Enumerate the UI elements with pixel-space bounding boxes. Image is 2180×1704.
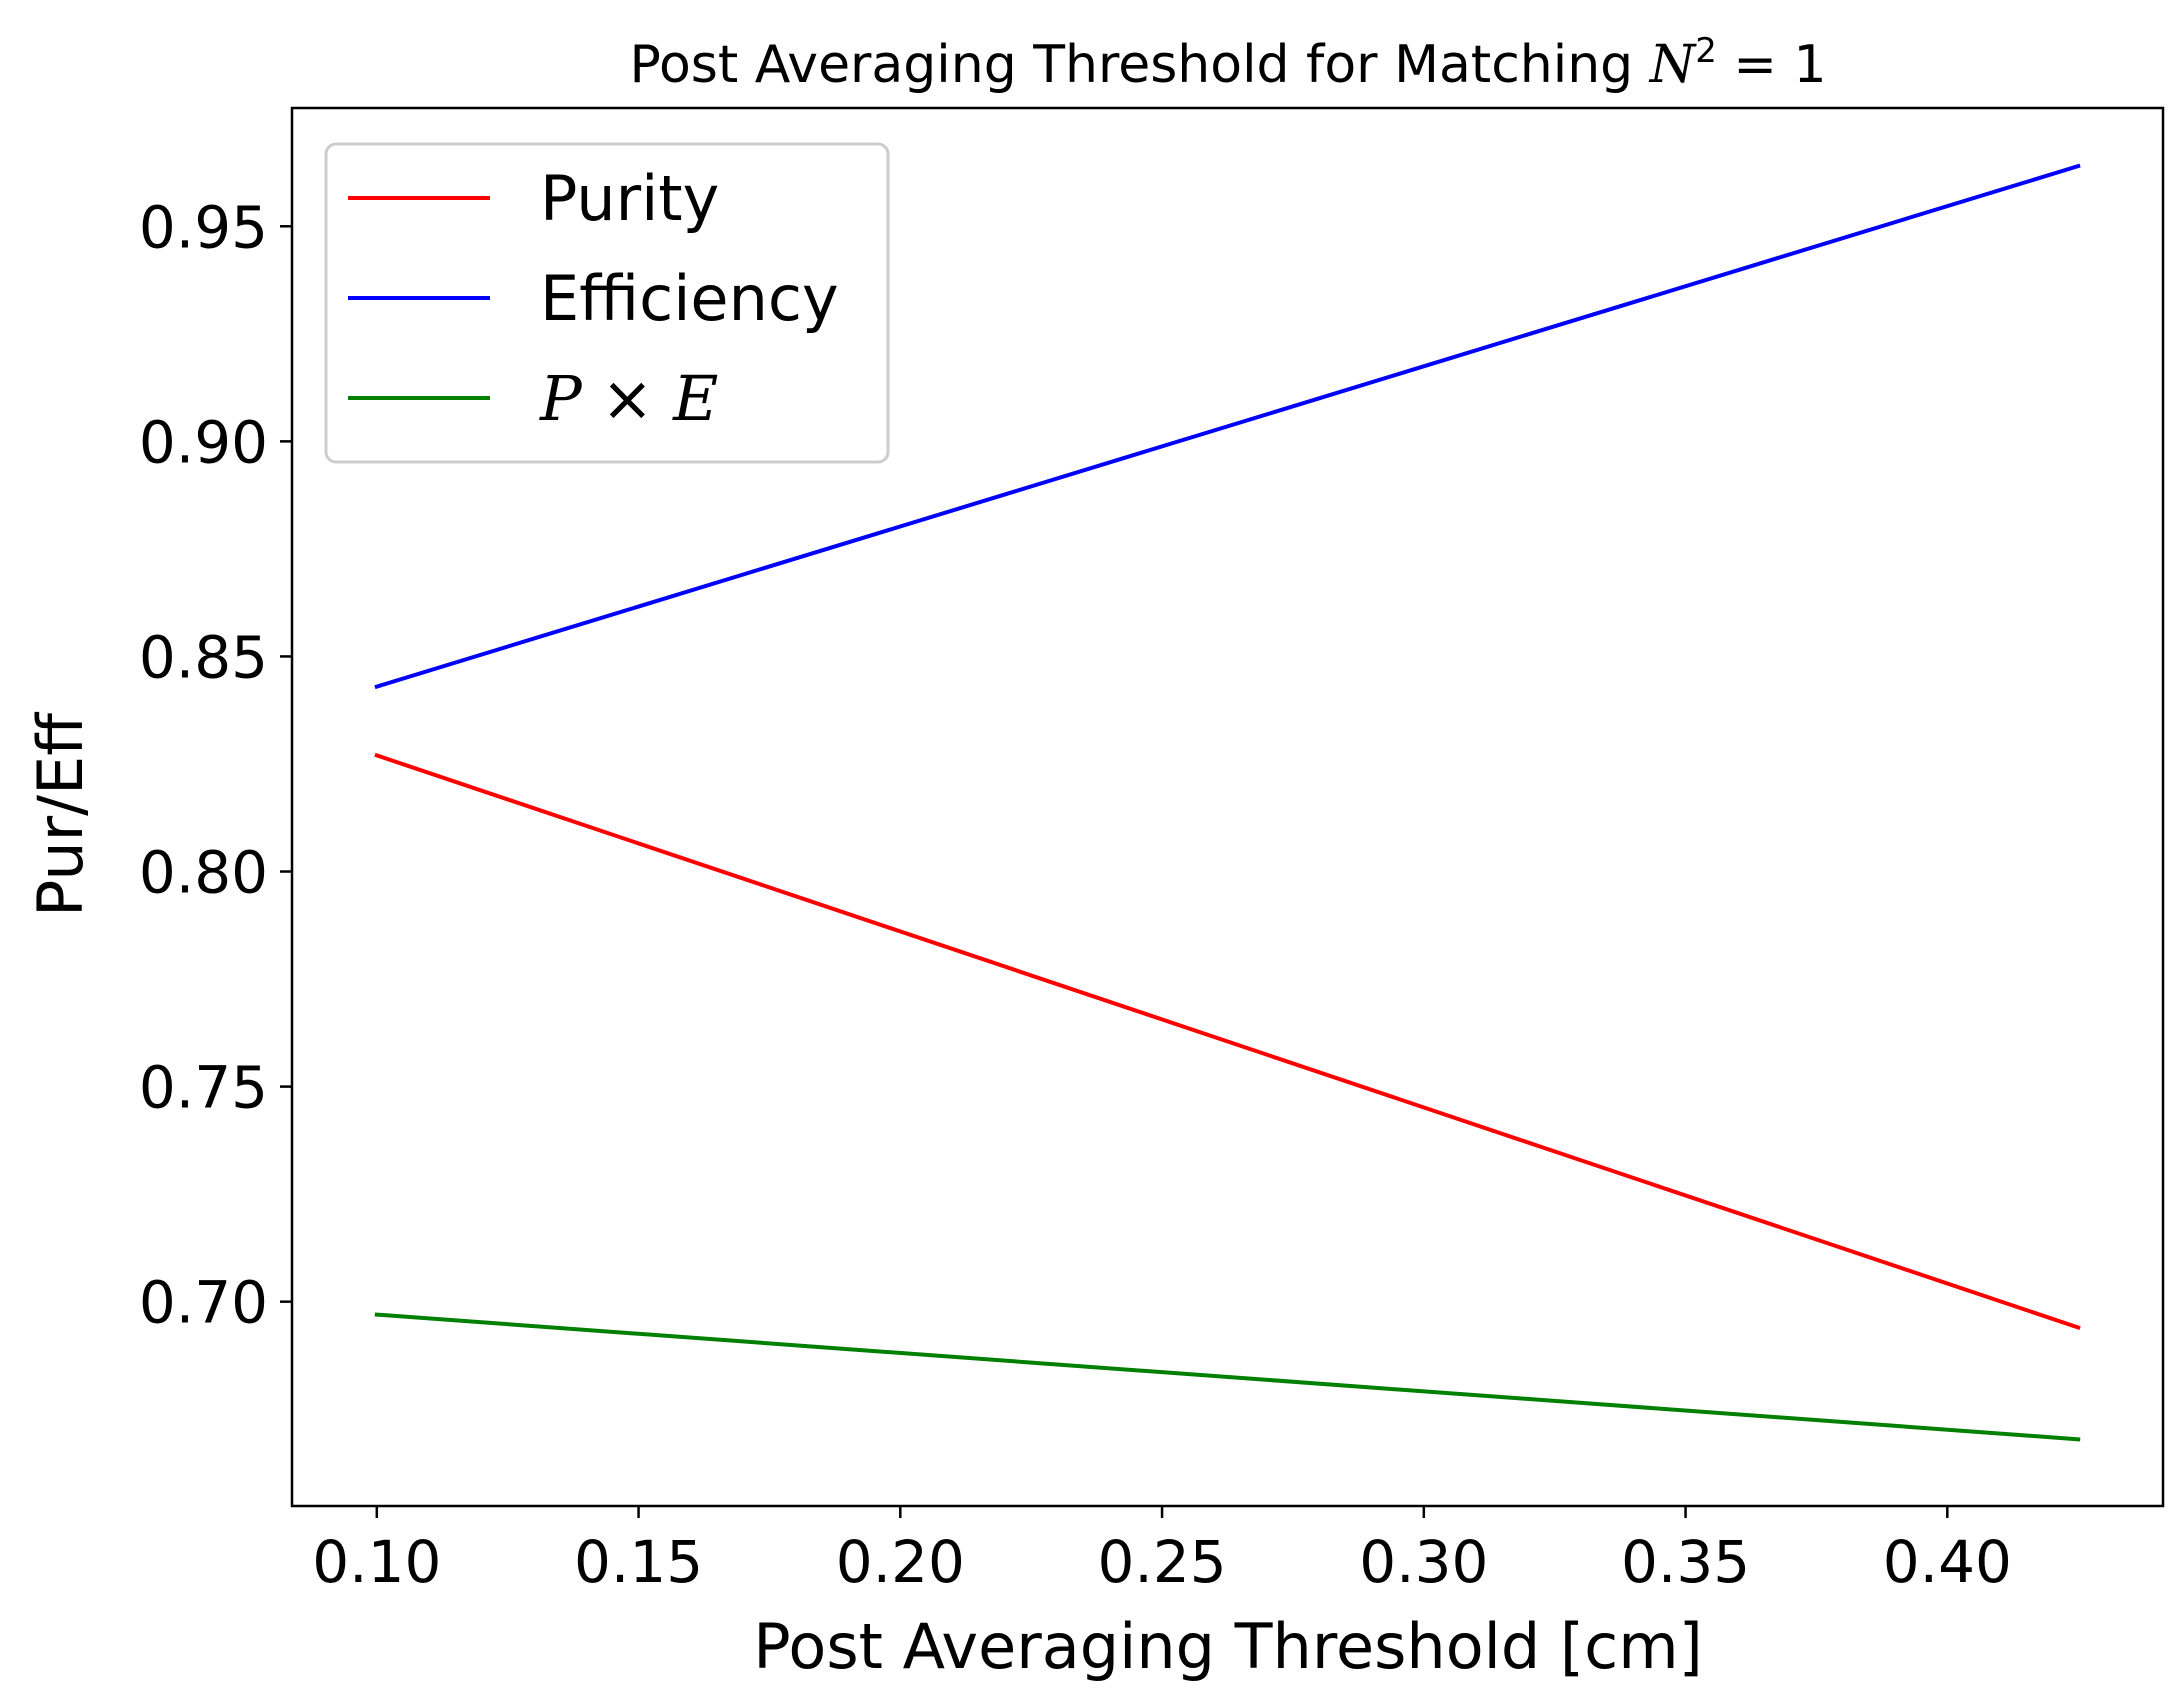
y-tick-label: 0.95 (139, 193, 268, 261)
legend-label-purity: Purity (540, 162, 719, 235)
legend-label-efficiency: Efficiency (540, 262, 839, 335)
y-tick-label: 0.80 (139, 839, 268, 907)
x-axis-label: Post Averaging Threshold [cm] (753, 1610, 1703, 1683)
y-axis-label: Pur/Eff (24, 712, 97, 917)
x-tick-label: 0.40 (1883, 1528, 2012, 1596)
chart-title: Post Averaging Threshold for Matching N2… (629, 31, 1826, 95)
legend-label-pxe-op: × (582, 362, 673, 435)
purity-line (374, 752, 2081, 1331)
x-tick-label: 0.35 (1621, 1528, 1750, 1596)
series-layer (374, 163, 2081, 1442)
y-axis-ticks: 0.70 0.75 0.80 0.85 0.90 0.95 (139, 193, 292, 1337)
chart-title-math-sup: 2 (1695, 31, 1717, 71)
chart-title-text: Post Averaging Threshold for Matching (629, 35, 1649, 95)
legend-frame (324, 142, 890, 464)
x-tick-label: 0.15 (574, 1528, 703, 1596)
x-axis-ticks: 0.10 0.15 0.20 0.25 0.30 0.35 0.40 (312, 1506, 2012, 1596)
legend-label-pxe: P × E (539, 362, 718, 435)
y-tick-label: 0.70 (139, 1269, 268, 1337)
legend-label-pxe-a: P (539, 362, 583, 435)
y-tick-label: 0.90 (139, 408, 268, 476)
legend-label-pxe-b: E (672, 362, 718, 435)
x-tick-label: 0.30 (1359, 1528, 1488, 1596)
legend: Purity Efficiency P × E (324, 142, 890, 464)
y-tick-label: 0.75 (139, 1054, 268, 1122)
efficiency-line (374, 163, 2081, 690)
pxe-line (374, 1312, 2081, 1442)
y-tick-label: 0.85 (139, 623, 268, 691)
x-tick-label: 0.25 (1097, 1528, 1226, 1596)
chart-title-math-base: N (1648, 35, 1697, 95)
x-tick-label: 0.10 (312, 1528, 441, 1596)
svg-text:Post Averaging Threshold for M: Post Averaging Threshold for Matching N2… (629, 31, 1826, 95)
x-tick-label: 0.20 (836, 1528, 965, 1596)
chart-title-math-rest: = 1 (1717, 35, 1827, 95)
